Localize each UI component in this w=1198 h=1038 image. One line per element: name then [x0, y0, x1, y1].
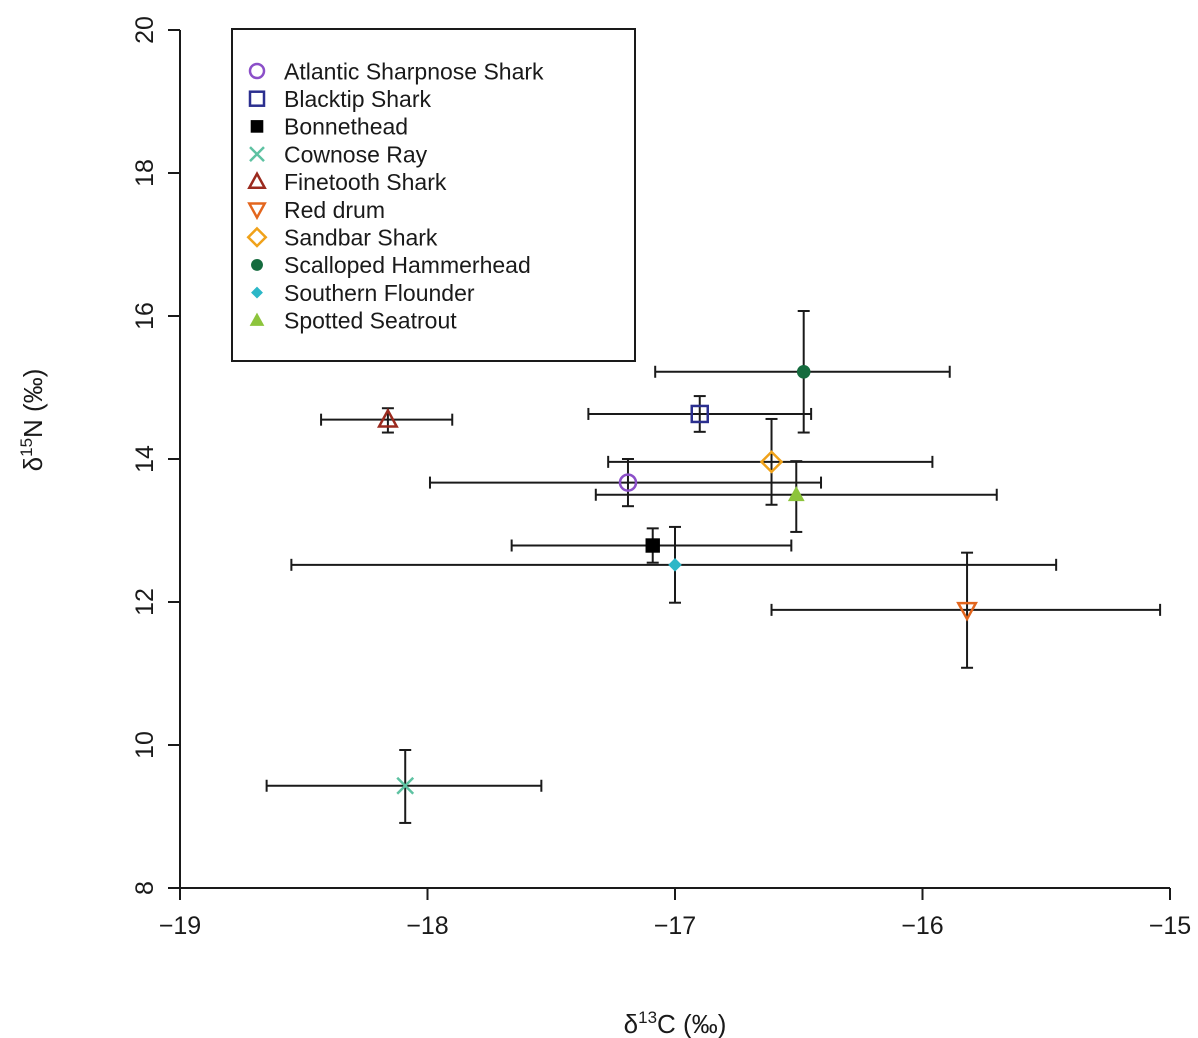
- point-scalloped-hammerhead: [796, 364, 811, 379]
- filled-square-marker: [250, 120, 264, 133]
- filled-square-marker: [645, 538, 660, 553]
- legend-item-southern-flounder: Southern Flounder: [251, 280, 475, 306]
- y-tick-label: 10: [131, 731, 159, 759]
- point-spotted-seatrout: [787, 485, 805, 502]
- open-triangle-up-marker: [247, 171, 267, 189]
- point-southern-flounder: [668, 558, 682, 572]
- x-tick-label: −18: [406, 912, 448, 940]
- y-tick-label: 14: [131, 445, 159, 473]
- legend-label: Blacktip Shark: [284, 86, 432, 112]
- y-ticks: 8 10 12 14 16 18 20: [131, 16, 180, 895]
- point-cownose-ray: [396, 776, 415, 795]
- point-finetooth-shark: [376, 407, 399, 428]
- legend-box: [231, 28, 636, 362]
- x-cross-marker: [396, 776, 415, 795]
- error-bars: [265, 309, 1162, 824]
- legend-marker: [246, 226, 268, 248]
- error-bar-sandbar-shark: [607, 417, 934, 506]
- legend-item-cownose-ray: Cownose Ray: [249, 141, 428, 167]
- legend-label: Sandbar Shark: [284, 224, 438, 250]
- legend-label: Red drum: [284, 197, 385, 223]
- open-square-marker: [248, 90, 266, 107]
- filled-circle-marker: [251, 258, 263, 271]
- legend-item-blacktip-shark: Blacktip Shark: [248, 86, 432, 112]
- legend-item-bonnethead: Bonnethead: [250, 114, 408, 140]
- error-bar-atlantic-sharpnose-shark: [428, 458, 823, 508]
- legend-item-red-drum: Red drum: [247, 197, 385, 223]
- open-diamond-marker: [759, 450, 784, 474]
- x-cross-marker: [249, 146, 265, 162]
- legend-item-atlantic-sharpnose-shark: Atlantic Sharpnose Shark: [248, 58, 544, 84]
- legend-label: Southern Flounder: [284, 280, 475, 306]
- legend-label: Finetooth Shark: [284, 169, 447, 195]
- legend-marker: [247, 171, 267, 189]
- legend-item-scalloped-hammerhead: Scalloped Hammerhead: [251, 252, 531, 278]
- point-bonnethead: [645, 538, 660, 553]
- legend-item-finetooth-shark: Finetooth Shark: [247, 169, 447, 195]
- x-ticks: −19 −18 −17 −16 −15: [159, 888, 1191, 940]
- axes: −19 −18 −17 −16 −15 8 10 12 14 16 18 20: [131, 16, 1191, 940]
- legend-label: Atlantic Sharpnose Shark: [284, 58, 544, 84]
- legend-marker: [249, 146, 265, 162]
- legend-marker: [249, 312, 265, 326]
- open-square-marker: [690, 404, 709, 424]
- point-red-drum: [956, 601, 978, 622]
- filled-triangle-up-marker: [787, 485, 805, 502]
- point-atlantic-sharpnose-shark: [618, 473, 638, 492]
- x-tick-label: −15: [1149, 912, 1191, 940]
- legend-marker: [251, 286, 263, 299]
- point-blacktip-shark: [690, 404, 709, 424]
- x-tick-label: −19: [159, 912, 201, 940]
- filled-diamond-marker: [251, 286, 263, 299]
- x-axis-title: δ13C (‰): [624, 1008, 727, 1038]
- legend-label: Bonnethead: [284, 114, 408, 140]
- legend-marker: [251, 258, 263, 271]
- legend-item-spotted-seatrout: Spotted Seatrout: [249, 308, 457, 334]
- legend-label: Scalloped Hammerhead: [284, 252, 531, 278]
- y-tick-label: 18: [131, 159, 159, 187]
- open-triangle-down-marker: [247, 202, 267, 221]
- legend-marker: [248, 90, 266, 107]
- error-bar-blacktip-shark: [587, 395, 813, 433]
- data-markers: [376, 364, 978, 795]
- filled-triangle-up-marker: [249, 312, 265, 326]
- y-tick-label: 20: [131, 16, 159, 44]
- y-axis-title: δ15N (‰): [17, 369, 48, 472]
- open-triangle-down-marker: [956, 601, 978, 622]
- x-tick-label: −17: [654, 912, 696, 940]
- x-tick-label: −16: [901, 912, 943, 940]
- legend-item-sandbar-shark: Sandbar Shark: [246, 224, 438, 250]
- legend-marker: [250, 120, 264, 133]
- y-tick-label: 12: [131, 588, 159, 616]
- open-diamond-marker: [246, 226, 268, 248]
- point-sandbar-shark: [759, 450, 784, 474]
- legend-label: Spotted Seatrout: [284, 308, 457, 334]
- y-tick-label: 16: [131, 302, 159, 330]
- error-bar-red-drum: [770, 551, 1162, 669]
- legend-marker: [247, 202, 267, 221]
- open-circle-marker: [248, 62, 266, 80]
- legend-label: Cownose Ray: [284, 141, 428, 167]
- filled-circle-marker: [796, 364, 811, 379]
- y-tick-label: 8: [131, 881, 159, 895]
- filled-diamond-marker: [668, 558, 682, 572]
- legend-marker: [248, 62, 266, 80]
- open-circle-marker: [618, 473, 638, 492]
- open-triangle-up-marker: [376, 407, 399, 428]
